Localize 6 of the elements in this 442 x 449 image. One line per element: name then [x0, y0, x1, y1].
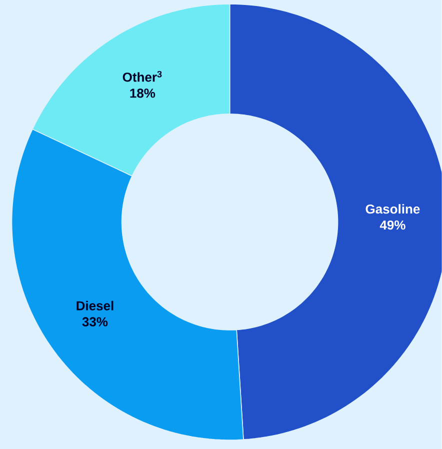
slice-label: Gasoline	[366, 204, 420, 214]
data-label: 33%	[82, 317, 108, 326]
slice-label: Other$^{3}$	[122, 70, 162, 82]
slice-label: Diesel	[76, 300, 114, 310]
data-label: 18%	[130, 88, 156, 98]
data-label: 49%	[380, 220, 406, 230]
